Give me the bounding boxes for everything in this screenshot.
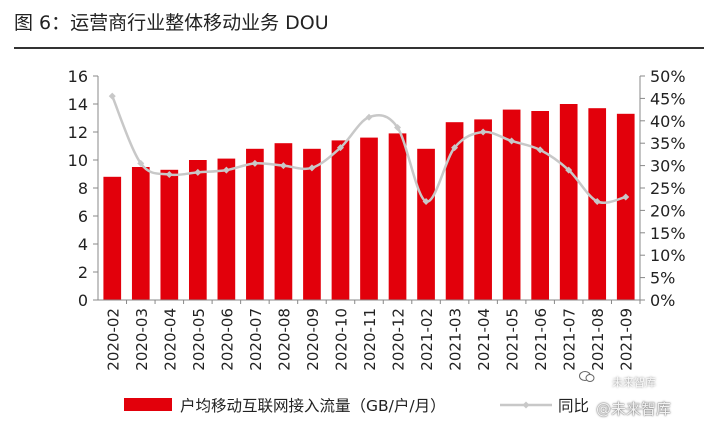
x-tick-label: 2020-04 [161,308,179,371]
x-tick-label: 2020-11 [361,308,379,371]
x-tick-label: 2021-02 [418,308,436,371]
x-tick-label: 2020-05 [190,308,208,371]
x-axis-labels: 2020-02 2020-03 2020-04 2020-05 2020-06 2020-… [104,300,641,371]
yoy-point-2020-05 [194,168,202,176]
bar-2020-03 [131,167,150,300]
bar-2020-12 [388,133,407,300]
watermark-top: 未来智库 [612,376,656,389]
yoy-line-series [108,92,630,205]
bar-2020-10 [331,140,350,300]
yoy-point-2020-03 [137,159,145,167]
yoy-point-2020-11 [365,113,373,121]
yoy-point-2020-08 [279,162,287,170]
bar-2021-03 [445,122,464,300]
yoy-point-2020-04 [165,171,173,179]
yoy-point-2020-06 [222,166,230,174]
bar-series [103,104,635,301]
yoy-point-2021-02 [422,197,430,205]
bar-2021-05 [502,109,521,300]
yoy-point-2021-07 [565,166,573,174]
x-tick-label: 2020-09 [304,308,322,371]
y-right-tick-label: 40% [650,112,686,131]
yoy-point-2020-07 [251,159,259,167]
y-left-tick-label: 0 [78,291,88,310]
bar-2020-02 [103,176,122,300]
y-right-tick-label: 30% [650,157,686,176]
legend: 户均移动互联网接入流量（GB/户/月） 同比 [124,397,589,415]
bar-2021-09 [616,113,635,300]
bar-2020-11 [360,137,378,300]
watermark-bottom: @未来智库 [596,400,672,418]
legend-line-label: 同比 [558,397,589,415]
y-right-tick-label: 0% [650,291,675,310]
yoy-point-2021-04 [479,128,487,136]
y-left-tick-label: 10 [68,151,88,170]
x-tick-label: 2020-06 [218,308,236,371]
x-tick-label: 2020-10 [332,308,350,371]
bar-2020-06 [217,158,236,300]
bar-2020-09 [303,148,321,300]
legend-bar-swatch [124,398,172,411]
y-left-tick-label: 14 [68,95,88,114]
yoy-point-2021-06 [536,146,544,154]
x-tick-label: 2021-03 [447,308,465,371]
axes: 0 2 4 6 8 10 12 14 16 0% 5% 10% 15% 20% 25% 30% 35% 40% 45… [68,67,686,310]
bar-2021-04 [474,119,492,301]
y-left-tick-label: 16 [68,67,88,86]
y-right-tick-label: 50% [650,67,686,86]
chart-title: 图 6：运营商行业整体移动业务 DOU [14,12,329,34]
legend-line-marker [522,401,530,409]
x-tick-label: 2020-03 [133,308,151,371]
x-tick-label: 2020-08 [275,308,293,371]
y-left-tick-label: 6 [78,207,88,226]
bar-2021-06 [531,111,550,300]
x-tick-label: 2020-12 [390,308,408,371]
yoy-point-2020-02 [108,92,116,100]
x-tick-label: 2021-07 [561,308,579,371]
x-tick-label: 2020-02 [104,308,122,371]
bar-2020-05 [188,160,207,300]
y-left-tick-label: 2 [78,263,88,282]
bar-2020-04 [160,169,179,300]
y-left-tick-label: 4 [78,235,88,254]
y-right-tick-label: 20% [650,201,686,220]
watermark-logo-icon [579,371,595,382]
yoy-point-2021-05 [508,137,516,145]
bar-2020-08 [274,143,293,300]
y-right-tick-label: 35% [650,134,686,153]
yoy-point-2021-09 [622,193,630,201]
x-tick-label: 2021-05 [504,308,522,371]
yoy-point-2021-08 [593,197,601,205]
x-tick-label: 2021-06 [532,308,550,371]
y-right-tick-label: 25% [650,179,686,198]
bar-2021-07 [559,104,578,300]
legend-bar-label: 户均移动互联网接入流量（GB/户/月） [180,397,446,415]
x-tick-label: 2021-08 [589,308,607,371]
bar-2020-07 [246,148,264,300]
y-right-tick-label: 10% [650,246,686,265]
bar-2021-02 [417,148,435,300]
x-tick-label: 2020-07 [247,308,265,371]
y-right-tick-label: 45% [650,89,686,108]
y-right-tick-label: 5% [650,269,675,288]
yoy-point-2020-10 [336,144,344,152]
y-left-tick-label: 12 [68,123,88,142]
yoy-point-2021-03 [451,144,459,152]
title-divider [14,47,704,49]
yoy-point-2020-12 [394,124,402,132]
x-tick-label: 2021-04 [475,308,493,371]
yoy-point-2020-09 [308,164,316,172]
y-right-tick-label: 15% [650,224,686,243]
x-tick-label: 2021-09 [618,308,636,371]
y-left-tick-label: 8 [78,179,88,198]
